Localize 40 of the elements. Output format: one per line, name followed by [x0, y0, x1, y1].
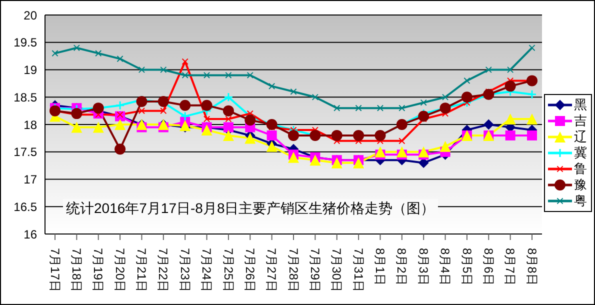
x-tick-label: 7月27日: [264, 248, 279, 292]
x-tick-label: 7月31日: [351, 248, 366, 292]
x-tick-label: 7月26日: [242, 248, 257, 292]
x-tick-label: 8月1日: [373, 248, 388, 286]
x-tick-label: 7月21日: [134, 248, 149, 292]
x-tick-label: 7月19日: [91, 248, 106, 292]
x-tick-label: 8月8日: [524, 248, 539, 286]
y-tick-label: 19.5: [14, 36, 38, 50]
x-tick-label: 7月25日: [221, 248, 236, 292]
legend-label: 豫: [574, 176, 587, 194]
x-tick-label: 7月30日: [330, 248, 344, 292]
x-tick-label: 7月24日: [200, 248, 214, 292]
legend-label: 辽: [574, 128, 587, 146]
legend-label: 黑: [574, 96, 587, 114]
y-tick-label: 20: [24, 8, 38, 22]
y-tick-label: 17.5: [14, 145, 38, 160]
x-tick-label: 7月17日: [48, 248, 62, 292]
y-tick-label: 18.5: [14, 90, 38, 104]
x-tick-label: 8月7日: [503, 248, 518, 286]
x-tick-label: 8月3日: [416, 248, 430, 286]
x-tick-label: 8月6日: [481, 248, 496, 286]
legend-label: 吉: [574, 112, 587, 130]
y-tick-label: 19: [24, 63, 38, 78]
x-tick-label: 7月22日: [156, 248, 170, 292]
x-tick-label: 7月23日: [178, 248, 192, 292]
y-tick-label: 16.5: [14, 200, 38, 214]
y-tick-label: 18: [24, 118, 38, 132]
legend-label: 粤: [574, 192, 587, 210]
x-tick-label: 7月20日: [112, 248, 127, 292]
text: 统计2016年7月17日-8月8日主要产销区生猪价格走势（图）: [63, 199, 438, 217]
legend-label: 鲁: [574, 160, 587, 178]
y-tick-label: 16: [24, 227, 38, 242]
legend-label: 冀: [574, 144, 587, 162]
x-tick-label: 8月5日: [460, 248, 474, 286]
y-tick-label: 17: [24, 172, 38, 187]
x-tick-label: 8月2日: [394, 248, 409, 286]
x-tick-label: 7月28日: [286, 248, 300, 292]
x-tick-label: 7月29日: [308, 248, 322, 292]
x-tick-label: 8月4日: [438, 248, 452, 286]
x-tick-label: 7月18日: [69, 248, 84, 292]
